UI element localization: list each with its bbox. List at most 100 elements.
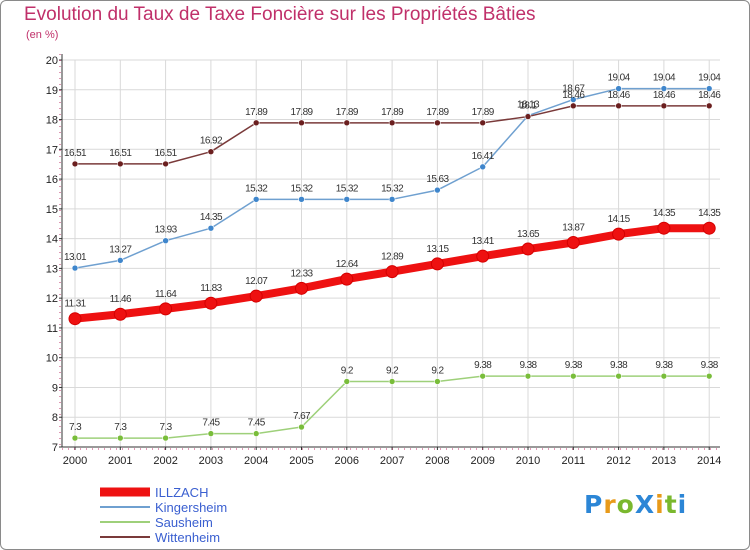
data-label-wittenheim: 17.89 — [472, 107, 495, 118]
data-label-kingersheim: 13.93 — [155, 225, 178, 236]
data-label-sausheim: 7.3 — [160, 422, 173, 433]
x-tick-label: 2005 — [289, 455, 313, 467]
y-tick-label: 18 — [46, 115, 58, 127]
data-label-wittenheim: 18.46 — [562, 90, 585, 101]
x-tick-label: 2007 — [380, 455, 404, 467]
data-point-sausheim — [343, 378, 351, 385]
data-label-wittenheim: 18.1 — [519, 101, 537, 112]
data-point-kingersheim — [705, 85, 713, 92]
data-point-illzach — [68, 312, 82, 326]
data-label-kingersheim: 18.67 — [562, 84, 585, 95]
data-point-sausheim — [660, 372, 668, 380]
y-tick-label: 8 — [52, 412, 58, 424]
legend-label-illzach: ILLZACH — [155, 485, 208, 500]
data-label-sausheim: 9.38 — [610, 360, 628, 371]
data-point-illzach — [385, 265, 399, 279]
data-point-wittenheim — [479, 119, 487, 127]
data-point-wittenheim — [388, 119, 396, 127]
data-label-kingersheim: 15.32 — [290, 183, 313, 194]
x-tick-label: 2000 — [63, 455, 87, 467]
y-tick-label: 14 — [46, 234, 58, 246]
logo-letter: t — [664, 490, 678, 519]
data-point-illzach — [249, 289, 263, 303]
data-label-kingersheim: 13.27 — [109, 244, 132, 255]
data-label-illzach: 14.35 — [653, 208, 676, 219]
data-label-kingersheim: 18.13 — [517, 100, 540, 111]
data-point-illzach — [159, 302, 173, 316]
data-label-illzach: 11.46 — [110, 294, 132, 305]
data-label-sausheim: 7.3 — [114, 422, 127, 433]
y-tick-label: 10 — [46, 353, 58, 365]
data-label-sausheim: 9.2 — [341, 366, 354, 377]
data-label-wittenheim: 16.51 — [155, 148, 178, 159]
data-point-illzach — [657, 221, 671, 235]
data-label-wittenheim: 18.46 — [698, 90, 721, 101]
data-label-wittenheim: 17.89 — [336, 107, 359, 118]
data-label-illzach: 12.89 — [381, 252, 404, 263]
data-label-kingersheim: 15.32 — [245, 183, 268, 194]
data-label-wittenheim: 17.89 — [426, 107, 449, 118]
data-label-kingersheim: 15.63 — [426, 174, 449, 185]
unit-label: (en %) — [26, 29, 59, 41]
data-point-wittenheim — [660, 102, 668, 110]
data-point-kingersheim — [343, 196, 351, 203]
data-point-sausheim — [252, 430, 260, 437]
logo-letter: P — [584, 490, 604, 519]
data-point-wittenheim — [569, 102, 577, 110]
data-label-kingersheim: 16.41 — [472, 151, 495, 162]
data-label-wittenheim: 16.92 — [200, 136, 223, 147]
data-point-kingersheim — [434, 186, 441, 194]
data-point-kingersheim — [162, 237, 169, 244]
data-label-wittenheim: 17.89 — [381, 107, 404, 118]
data-point-illzach — [113, 307, 127, 321]
data-point-wittenheim — [117, 160, 124, 168]
data-label-illzach: 12.07 — [245, 276, 268, 287]
y-tick-label: 17 — [46, 144, 58, 156]
data-point-sausheim — [388, 378, 396, 385]
data-label-kingersheim: 15.32 — [381, 183, 404, 194]
data-point-sausheim — [615, 372, 622, 380]
data-label-kingersheim: 13.01 — [64, 252, 87, 263]
data-label-sausheim: 7.45 — [248, 418, 266, 429]
data-point-kingersheim — [117, 257, 124, 264]
data-point-wittenheim — [524, 113, 532, 120]
y-tick-label: 15 — [46, 204, 58, 216]
data-point-wittenheim — [615, 102, 622, 110]
data-label-illzach: 13.65 — [517, 229, 540, 240]
data-label-kingersheim: 19.04 — [608, 73, 631, 84]
data-point-illzach — [340, 272, 354, 286]
data-label-sausheim: 9.38 — [474, 360, 492, 371]
data-label-illzach: 14.35 — [698, 208, 721, 219]
data-label-illzach: 11.64 — [155, 289, 177, 300]
data-label-illzach: 13.15 — [426, 244, 449, 255]
data-point-illzach — [521, 242, 535, 256]
data-label-illzach: 12.64 — [336, 259, 359, 270]
data-label-illzach: 11.31 — [64, 299, 86, 310]
data-point-sausheim — [705, 372, 713, 380]
data-label-sausheim: 7.3 — [69, 422, 82, 433]
logo-letter: X — [634, 490, 656, 519]
data-label-illzach: 13.87 — [562, 222, 585, 233]
data-label-sausheim: 7.45 — [202, 418, 220, 429]
data-point-kingersheim — [388, 196, 396, 203]
data-label-illzach: 11.83 — [200, 283, 222, 294]
data-point-sausheim — [71, 434, 79, 442]
legend-label-sausheim: Sausheim — [155, 515, 213, 530]
x-tick-label: 2010 — [516, 455, 540, 467]
data-point-wittenheim — [434, 119, 441, 127]
data-label-illzach: 12.33 — [290, 268, 313, 279]
data-point-illzach — [295, 281, 308, 295]
data-point-wittenheim — [162, 160, 169, 168]
data-point-illzach — [612, 227, 626, 241]
data-point-sausheim — [117, 434, 124, 442]
x-tick-label: 2006 — [335, 455, 359, 467]
data-point-kingersheim — [298, 196, 305, 203]
x-tick-label: 2011 — [561, 455, 585, 467]
data-point-illzach — [702, 221, 716, 235]
data-label-sausheim: 9.2 — [431, 366, 444, 377]
series-layer — [68, 85, 716, 442]
data-label-kingersheim: 19.04 — [653, 73, 676, 84]
y-tick-label: 7 — [52, 442, 58, 454]
data-point-wittenheim — [298, 119, 305, 127]
